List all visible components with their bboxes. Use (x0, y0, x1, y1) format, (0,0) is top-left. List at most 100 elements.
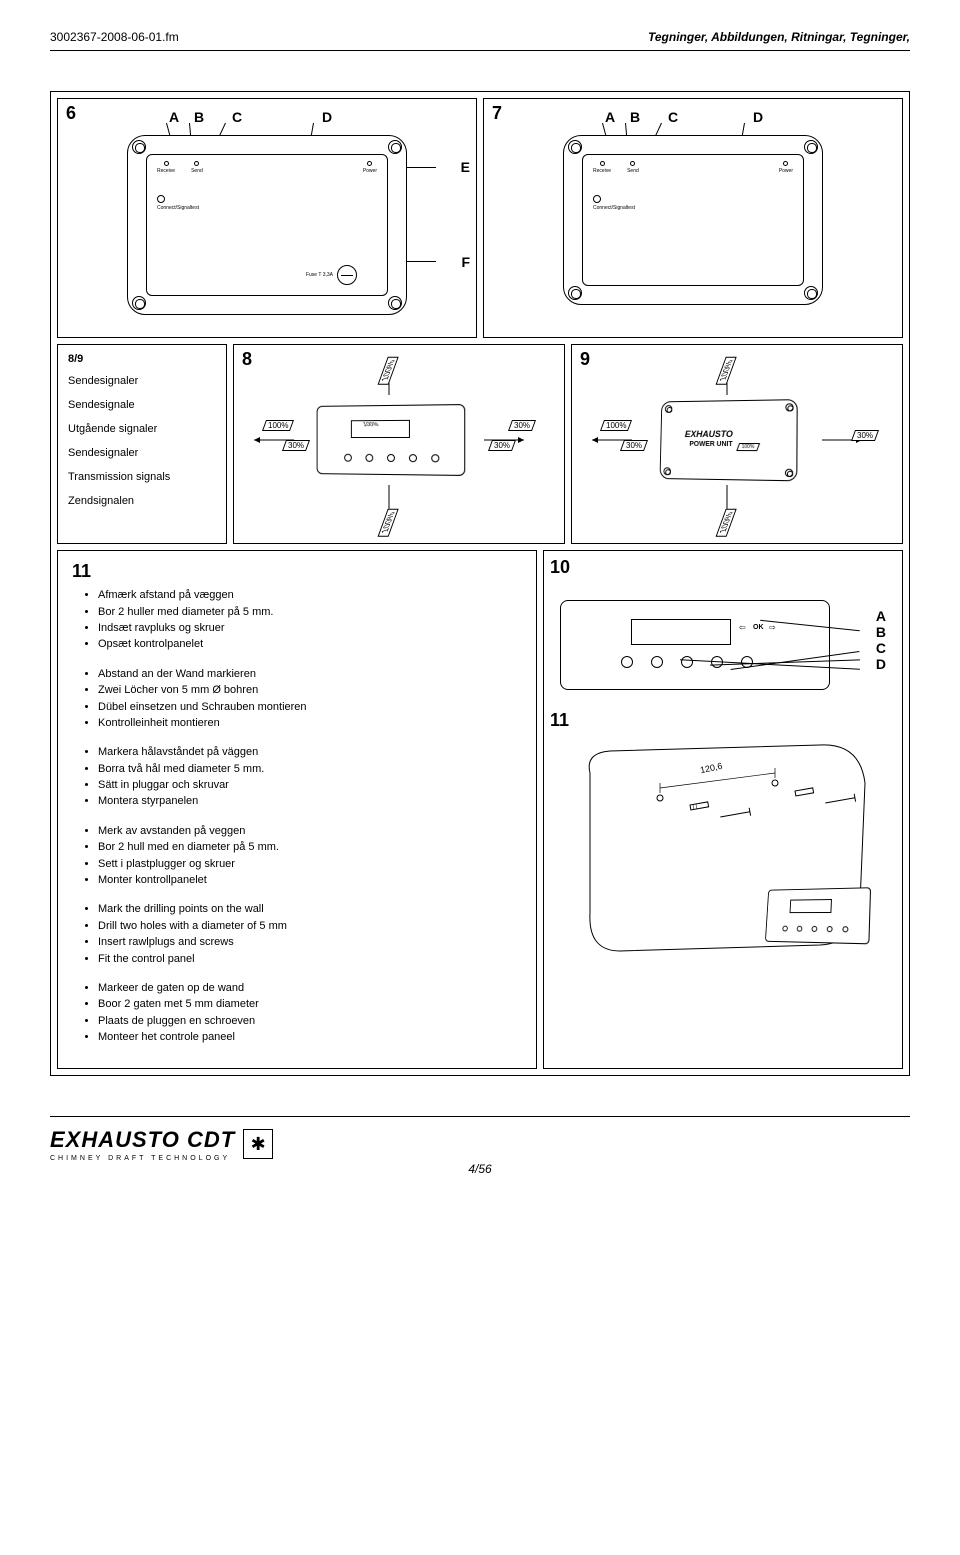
header-rule (50, 50, 910, 51)
cell-11b-num: 11 (550, 710, 896, 731)
label-c7: C (668, 109, 678, 125)
footer-rule (50, 1116, 910, 1117)
label-a7: A (605, 109, 615, 125)
cell-10-num: 10 (550, 557, 896, 578)
fuse-label: Fuse T 3,3A (306, 272, 333, 278)
label-b: B (194, 109, 204, 125)
sig-en: Transmission signals (68, 471, 216, 483)
led-send7: Send (627, 168, 639, 174)
sig-no: Utgående signaler (68, 423, 216, 435)
device-7: Receive Send Power Connect/Signaltest (563, 135, 823, 305)
sig9-30-l: 30% (626, 441, 642, 450)
led-receive: Receive (157, 168, 175, 174)
cell-7-num: 7 (492, 103, 502, 124)
sidebar-89: 8/9 Sendesignaler Sendesignale Utgående … (57, 344, 227, 544)
screw-tl (132, 140, 146, 154)
arrow-right-icon: ⇨ (769, 623, 776, 632)
logo-block: EXHAUSTO CDT CHIMNEY DRAFT TECHNOLOGY ✱ (50, 1127, 273, 1162)
page-header: 3002367-2008-06-01.fm Tegninger, Abbildu… (50, 30, 910, 44)
connect-button-6: Connect/Signaltest (157, 195, 199, 211)
inner-panel-7: Receive Send Power Connect/Signaltest (582, 154, 804, 286)
label-b7: B (630, 109, 640, 125)
sig-sv: Sendesignaler (68, 447, 216, 459)
cell-9: 9 100% 100% 100% 30% 30% (571, 344, 903, 544)
tagline: CHIMNEY DRAFT TECHNOLOGY (50, 1155, 235, 1162)
connect-label: Connect/Signaltest (157, 205, 199, 211)
content-box: 6 A B C D E F (50, 91, 910, 1076)
screw-br7 (804, 286, 818, 300)
side-d: D (876, 656, 886, 672)
sig-30-l: 30% (288, 441, 304, 450)
brand2-label: POWER UNIT (689, 441, 732, 448)
cell-7: 7 A B C D (483, 98, 903, 338)
cell-8: 8 100% 100% 100% 30% 30% 30% 10 (233, 344, 565, 544)
cell-6: 6 A B C D E F (57, 98, 477, 338)
sig-100-l: 100% (268, 421, 288, 430)
logo-badge-icon: ✱ (243, 1129, 273, 1159)
screw-tl7 (568, 140, 582, 154)
screw-tr (388, 140, 402, 154)
header-left: 3002367-2008-06-01.fm (50, 30, 179, 44)
led-send: Send (191, 168, 203, 174)
abcd-side-labels: A B C D (876, 608, 886, 672)
list-nl: Markeer de gaten op de wand Boor 2 gaten… (72, 981, 522, 1046)
row-11-10: 11 Afmærk afstand på væggen Bor 2 huller… (57, 550, 903, 1069)
list-no: Merk av avstanden på veggen Bor 2 hull m… (72, 824, 522, 889)
connect-label7: Connect/Signaltest (593, 205, 635, 211)
cell-11-num: 11 (72, 559, 522, 584)
label-f: F (461, 254, 470, 270)
label-d: D (322, 109, 332, 125)
diagram-panel: ⇦ OK ⇨ A B C (550, 580, 896, 700)
cell-6-num: 6 (66, 103, 76, 124)
control-panel-drawing: ⇦ OK ⇨ (560, 600, 830, 690)
footer: EXHAUSTO CDT CHIMNEY DRAFT TECHNOLOGY ✱ (50, 1127, 910, 1162)
inner-panel-6: Receive Send Power Connect/Signaltest (146, 154, 388, 296)
ok-label: OK (753, 624, 764, 631)
screw-bl (132, 296, 146, 310)
panel-screen (631, 619, 731, 645)
list-da: Afmærk afstand på væggen Bor 2 huller me… (72, 588, 522, 653)
brand-label: EXHAUSTO (685, 429, 733, 439)
label-e: E (461, 159, 470, 175)
led-row-6: Receive Send Power (157, 161, 377, 174)
footer-wrap: EXHAUSTO CDT CHIMNEY DRAFT TECHNOLOGY ✱ … (50, 1127, 910, 1162)
label-a: A (169, 109, 179, 125)
row-6-7: 6 A B C D E F (57, 98, 903, 338)
list-en: Mark the drilling points on the wall Dri… (72, 902, 522, 967)
header-right: Tegninger, Abbildungen, Ritningar, Tegni… (648, 30, 910, 44)
label-d7: D (753, 109, 763, 125)
sig9-100-l: 100% (606, 421, 626, 430)
list-sv: Markera hålavståndet på väggen Borra två… (72, 745, 522, 810)
logo-text: EXHAUSTO CDT (50, 1127, 235, 1153)
side-c: C (876, 640, 886, 656)
sidebar-89-title: 8/9 (68, 353, 216, 365)
led-power: Power (363, 168, 377, 174)
screw-bl7 (568, 286, 582, 300)
sig-30-r2: 30% (494, 441, 510, 450)
screw-br (388, 296, 402, 310)
power-unit-9: EXHAUSTO POWER UNIT 100% (660, 399, 798, 481)
page-number: 4/56 (468, 1162, 491, 1176)
sig-de: Sendesignale (68, 399, 216, 411)
side-a: A (876, 608, 886, 624)
screw-tr7 (804, 140, 818, 154)
control-panel-8: 100% (317, 404, 466, 476)
arrow-left-icon: ⇦ (739, 623, 746, 632)
diagram-wall: 120,6 (550, 733, 896, 963)
led-receive7: Receive (593, 168, 611, 174)
connect-button-7: Connect/Signaltest (593, 195, 635, 211)
device-6: Receive Send Power Connect/Signaltest (127, 135, 407, 315)
side-b: B (876, 624, 886, 640)
led-row-7: Receive Send Power (593, 161, 793, 174)
row-8-9: 8/9 Sendesignaler Sendesignale Utgående … (57, 344, 903, 544)
mini-panel (765, 887, 871, 944)
sig-da: Sendesignaler (68, 375, 216, 387)
led-power7: Power (779, 168, 793, 174)
instructions-col: 11 Afmærk afstand på væggen Bor 2 huller… (57, 550, 537, 1069)
sig9-30-r: 30% (857, 431, 873, 440)
list-de: Abstand an der Wand markieren Zwei Löche… (72, 667, 522, 732)
page: 3002367-2008-06-01.fm Tegninger, Abbildu… (0, 0, 960, 1182)
fuse-6: Fuse T 3,3A (306, 265, 357, 285)
sig-30-r: 30% (514, 421, 530, 430)
sig-nl: Zendsignalen (68, 495, 216, 507)
